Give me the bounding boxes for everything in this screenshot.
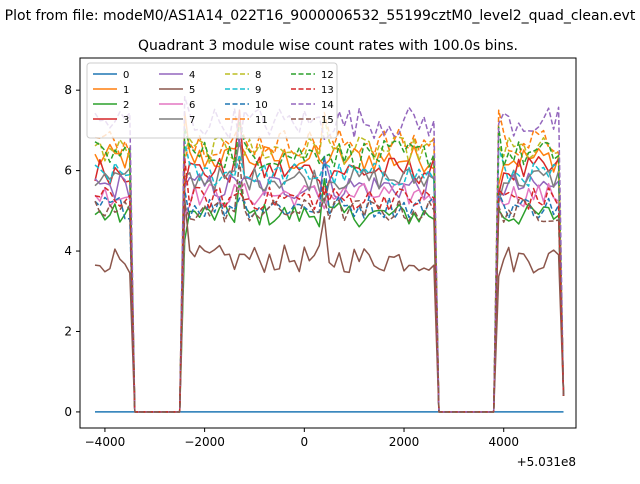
legend-frame [86, 62, 338, 139]
legend-label-9: 9 [255, 85, 261, 96]
legend-label-4: 4 [189, 70, 195, 81]
series-line-4 [94, 157, 565, 413]
x-tick-label: 4000 [488, 435, 519, 449]
x-tick-label: 2000 [389, 435, 420, 449]
legend-label-2: 2 [123, 100, 129, 111]
series-line-14 [94, 95, 565, 413]
legend-label-11: 11 [255, 115, 268, 126]
y-tick-label: 0 [64, 405, 72, 419]
legend-label-13: 13 [321, 85, 334, 96]
chart-suptitle: Plot from file: modeM0/AS1A14_022T16_900… [5, 8, 636, 24]
plot-area-frame [79, 57, 577, 429]
x-axis-offset-label: +5.031e8 [517, 455, 576, 469]
x-tick-label: −2000 [184, 435, 225, 449]
series-line-8 [94, 116, 565, 413]
series-line-13 [94, 157, 565, 413]
y-tick-label: 2 [64, 324, 72, 338]
legend-label-8: 8 [255, 70, 261, 81]
y-tick-label: 8 [64, 83, 72, 97]
y-tick-label: 6 [64, 164, 72, 178]
series-line-5 [94, 198, 565, 413]
legend-label-10: 10 [255, 100, 268, 111]
chart-title: Quadrant 3 module wise count rates with … [138, 38, 518, 54]
legend-label-15: 15 [321, 115, 334, 126]
x-tick-label: 0 [301, 435, 309, 449]
x-tick-label: −4000 [85, 435, 126, 449]
legend-label-6: 6 [189, 100, 195, 111]
legend-label-1: 1 [123, 85, 129, 96]
y-tick-label: 4 [64, 244, 72, 258]
legend-label-3: 3 [123, 115, 129, 126]
series-lines [94, 95, 565, 413]
legend-label-7: 7 [189, 115, 195, 126]
legend-label-14: 14 [321, 100, 334, 111]
axes: −4000 −2000 0 2000 4000 0 2 4 6 8 [64, 83, 519, 449]
legend-label-5: 5 [189, 85, 195, 96]
series-line-15 [94, 159, 565, 413]
legend-label-0: 0 [123, 70, 129, 81]
legend-label-12: 12 [321, 70, 334, 81]
